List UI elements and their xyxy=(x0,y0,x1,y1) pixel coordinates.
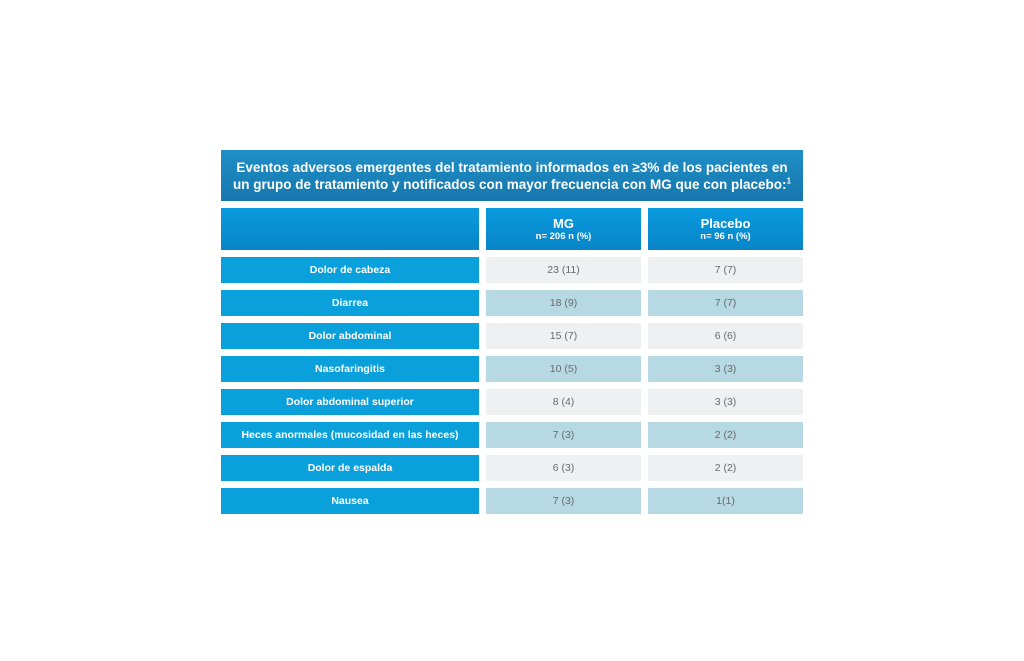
header-cell-placebo: Placebo n= 96 n (%) xyxy=(648,208,803,250)
table-body: Dolor de cabeza 23 (11) 7 (7) Diarrea 18 (9)… xyxy=(221,257,803,514)
row-label: Nausea xyxy=(221,488,479,514)
row-value-mg: 7 (3) xyxy=(486,488,641,514)
row-value-mg: 18 (9) xyxy=(486,290,641,316)
table-title: Eventos adversos emergentes del tratamie… xyxy=(221,150,803,201)
table-row: Dolor de espalda 6 (3) 2 (2) xyxy=(221,455,803,481)
row-label: Dolor de cabeza xyxy=(221,257,479,283)
header-sub-placebo: n= 96 n (%) xyxy=(700,230,751,242)
row-value-mg: 8 (4) xyxy=(486,389,641,415)
row-value-placebo: 2 (2) xyxy=(648,422,803,448)
adverse-events-table: Eventos adversos emergentes del tratamie… xyxy=(221,150,803,514)
header-name-placebo: Placebo xyxy=(700,215,751,231)
table-row: Heces anormales (mucosidad en las heces)… xyxy=(221,422,803,448)
table-row: Dolor abdominal superior 8 (4) 3 (3) xyxy=(221,389,803,415)
row-value-placebo: 6 (6) xyxy=(648,323,803,349)
row-value-placebo: 1(1) xyxy=(648,488,803,514)
row-label: Dolor abdominal xyxy=(221,323,479,349)
row-value-placebo: 3 (3) xyxy=(648,356,803,382)
header-cell-mg: MG n= 206 n (%) xyxy=(486,208,641,250)
row-value-placebo: 2 (2) xyxy=(648,455,803,481)
row-label: Dolor de espalda xyxy=(221,455,479,481)
table-row: Dolor abdominal 15 (7) 6 (6) xyxy=(221,323,803,349)
table-header-row: MG n= 206 n (%) Placebo n= 96 n (%) xyxy=(221,208,803,250)
row-label: Heces anormales (mucosidad en las heces) xyxy=(221,422,479,448)
footnote-reference: 1 xyxy=(786,176,792,185)
row-value-mg: 23 (11) xyxy=(486,257,641,283)
row-label: Nasofaringitis xyxy=(221,356,479,382)
row-value-mg: 10 (5) xyxy=(486,356,641,382)
table-title-line1: Eventos adversos emergentes del tratamie… xyxy=(236,159,788,175)
table-row: Nausea 7 (3) 1(1) xyxy=(221,488,803,514)
header-cell-empty xyxy=(221,208,479,250)
table-row: Diarrea 18 (9) 7 (7) xyxy=(221,290,803,316)
table-row: Nasofaringitis 10 (5) 3 (3) xyxy=(221,356,803,382)
header-sub-mg: n= 206 n (%) xyxy=(535,230,592,242)
row-label: Diarrea xyxy=(221,290,479,316)
header-name-mg: MG xyxy=(553,215,574,231)
row-value-placebo: 7 (7) xyxy=(648,290,803,316)
row-label: Dolor abdominal superior xyxy=(221,389,479,415)
row-value-mg: 6 (3) xyxy=(486,455,641,481)
row-value-placebo: 7 (7) xyxy=(648,257,803,283)
row-value-mg: 15 (7) xyxy=(486,323,641,349)
table-row: Dolor de cabeza 23 (11) 7 (7) xyxy=(221,257,803,283)
row-value-mg: 7 (3) xyxy=(486,422,641,448)
table-title-line2: un grupo de tratamiento y notificados co… xyxy=(232,176,787,192)
row-value-placebo: 3 (3) xyxy=(648,389,803,415)
